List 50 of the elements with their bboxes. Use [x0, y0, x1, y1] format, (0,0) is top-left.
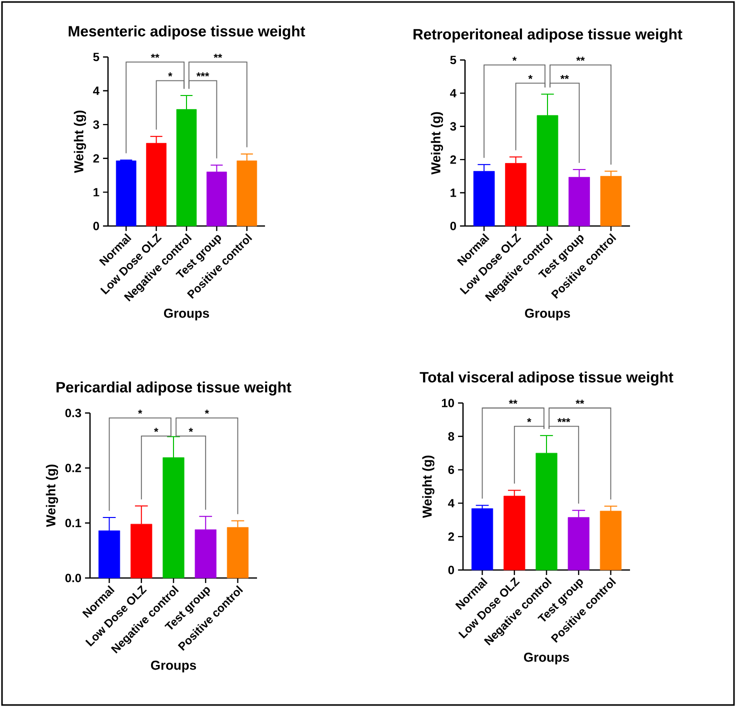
annotation: ** [576, 56, 585, 61]
annotation: * [154, 428, 158, 432]
y-tick-label: 2 [448, 532, 454, 541]
annotation: * [188, 428, 193, 432]
y-axis-title: Weight (g) [46, 464, 58, 527]
y-tick-label: 2 [450, 155, 456, 164]
chart-title: Pericardial adipose tissue weight [56, 382, 292, 396]
y-axis-title: Weight (g) [422, 456, 434, 518]
y-tick-label: 6 [448, 466, 454, 474]
annotation: *** [557, 418, 570, 422]
x-axis-title: Groups [151, 660, 196, 672]
annotation: * [528, 74, 532, 80]
y-tick-label: 4 [450, 89, 456, 98]
annotation: ** [508, 400, 518, 404]
y-tick-label: 4 [93, 86, 100, 95]
x-axis-title: Groups [525, 308, 570, 320]
y-tick-label: 5 [93, 52, 100, 62]
annotation: * [138, 410, 142, 414]
y-tick-label: 0.1 [65, 518, 82, 528]
x-axis-title: Groups [164, 308, 210, 320]
y-tick-label: 0 [448, 566, 454, 574]
chart-title: Mesenteric adipose tissue weight [68, 26, 306, 40]
y-tick-label: 0 [93, 222, 100, 230]
y-tick-label: 0.2 [65, 464, 82, 472]
x-axis-title: Groups [524, 652, 570, 664]
annotation: ** [560, 74, 569, 80]
annotation: ** [150, 54, 160, 58]
y-tick-label: 3 [93, 120, 100, 129]
annotation: * [512, 56, 517, 61]
y-axis-title: Weight (g) [430, 112, 444, 174]
y-tick-label: 2 [93, 154, 100, 163]
y-tick-label: 8 [448, 432, 454, 441]
y-axis-title: Weight (g) [74, 110, 86, 173]
annotation: * [204, 410, 210, 414]
annotation: *** [196, 72, 210, 76]
chart-title: Total visceral adipose tissue weight [420, 372, 674, 386]
y-tick-label: 3 [450, 122, 456, 131]
annotation: ** [214, 54, 222, 58]
y-tick-label: 1 [450, 188, 456, 197]
chart-title: Retroperitoneal adipose tissue weight [414, 28, 682, 43]
y-tick-label: 4 [448, 499, 454, 508]
annotation: * [527, 418, 532, 422]
y-tick-label: 0.3 [65, 408, 82, 418]
y-tick-label: 10 [442, 398, 454, 408]
y-tick-label: 5 [450, 56, 456, 64]
y-tick-label: 0.0 [65, 574, 82, 582]
y-tick-label: 0 [450, 222, 456, 230]
y-tick-label: 1 [94, 188, 100, 196]
annotation: ** [576, 400, 584, 404]
annotation: * [168, 72, 172, 76]
